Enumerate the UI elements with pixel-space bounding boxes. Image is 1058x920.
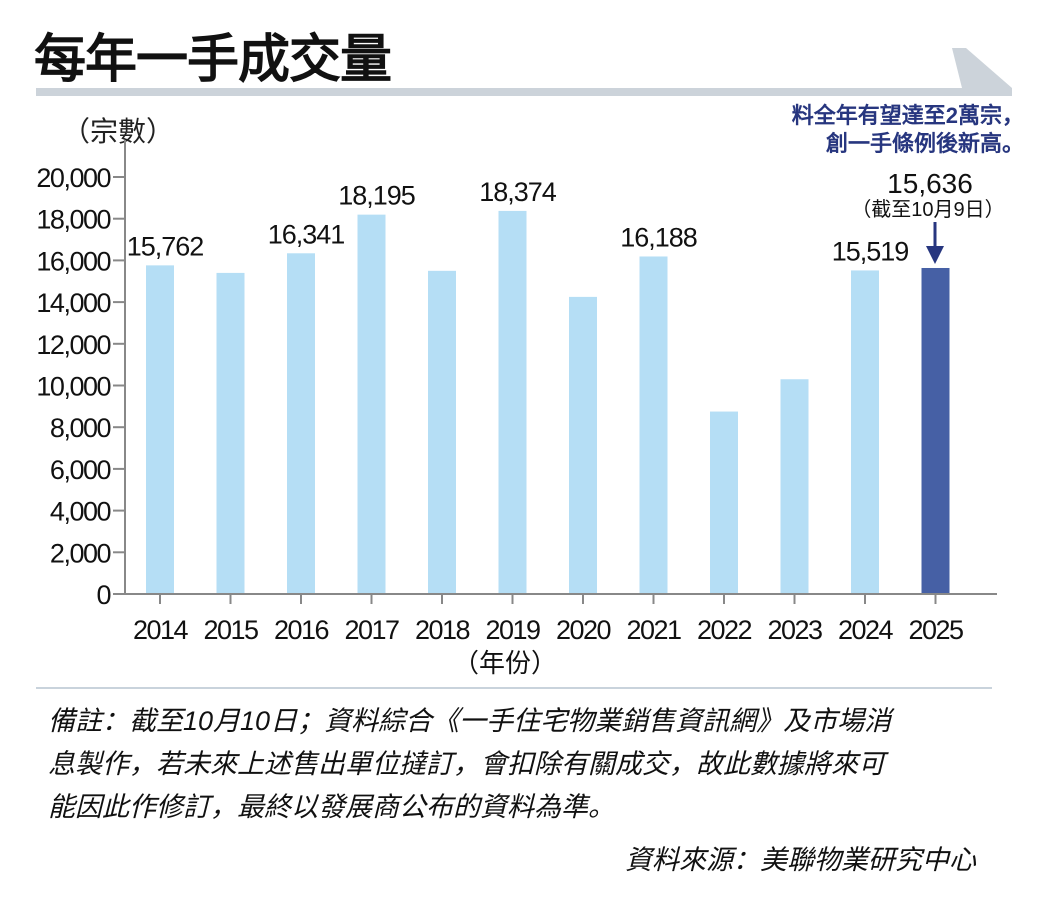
title-band-arrow — [952, 48, 1012, 96]
y-tick-label: 8,000 — [50, 413, 111, 443]
bar — [498, 210, 527, 594]
title-band-shape — [36, 88, 1010, 96]
y-tick-label: 2,000 — [50, 538, 111, 568]
title-band — [36, 48, 1012, 96]
y-tick-label: 12,000 — [36, 330, 110, 360]
y-axis-ticks: 0 2,000 4,000 6,000 8,000 10,000 12,000 14,000 1… — [36, 163, 125, 610]
y-tick-label: 0 — [96, 580, 110, 610]
bar — [146, 265, 174, 594]
x-tick-label: 2014 — [133, 615, 189, 645]
x-tick-label: 2017 — [344, 615, 399, 645]
footnote-line: 備註：截至10月10日；資料綜合《一手住宅物業銷售資訊網》及市場消 — [48, 706, 892, 736]
x-tick-label: 2024 — [838, 615, 894, 645]
data-label: 18,195 — [338, 181, 415, 211]
bar-chart: 0 2,000 4,000 6,000 8,000 10,000 12,000 14,000 1… — [36, 140, 1005, 678]
forecast-annotation: 料全年有望達至2萬宗， 創一手條例後新高。 — [792, 102, 1024, 158]
x-tick-label: 2018 — [415, 615, 470, 645]
y-tick-label: 14,000 — [36, 288, 110, 318]
bar-highlight — [921, 267, 950, 594]
highlight-value-label: 15,636 — [887, 168, 973, 199]
source-credit: 資料來源：美聯物業研究中心 — [625, 845, 976, 875]
data-labels: 15,762 16,341 18,195 18,374 16,188 15,519 — [127, 177, 910, 267]
y-axis-unit-label: （宗數） — [62, 116, 175, 147]
x-tick-label: 2023 — [767, 615, 822, 645]
x-tick-label: 2015 — [203, 615, 258, 645]
footnote: 備註：截至10月10日；資料綜合《一手住宅物業銷售資訊網》及市場消 息製作，若未… — [48, 700, 998, 829]
bar — [357, 214, 386, 594]
y-tick-label: 10,000 — [36, 372, 110, 402]
footnote-line: 息製作，若未來上述售出單位撻訂，會扣除有關成交，故此數據將來可 — [48, 749, 885, 779]
y-tick-label: 4,000 — [50, 497, 111, 527]
bar — [569, 296, 597, 594]
bar — [428, 270, 456, 594]
y-tick-label: 20,000 — [36, 163, 110, 193]
highlight-date-label: （截至10月9日） — [851, 198, 1004, 221]
y-tick-label: 18,000 — [36, 205, 110, 235]
data-label: 15,762 — [127, 231, 204, 261]
annotation-line-1: 料全年有望達至2萬宗， — [791, 103, 1024, 128]
x-tick-label: 2019 — [485, 615, 540, 645]
bar — [851, 270, 879, 594]
x-tick-label: 2020 — [556, 615, 611, 645]
x-tick-label: 2025 — [908, 615, 963, 645]
annotation-line-2: 創一手條例後新高。 — [825, 131, 1024, 156]
data-label: 16,188 — [620, 222, 697, 252]
divider — [36, 687, 992, 689]
bar — [780, 379, 809, 594]
arrow-down-icon — [926, 222, 944, 264]
bar — [639, 256, 668, 594]
x-axis-ticks: 2014 2015 2016 2017 2018 2019 2020 2021 2022 2023… — [133, 594, 965, 645]
y-tick-label: 16,000 — [36, 246, 110, 276]
footnote-line: 能因此作修訂，最終以發展商公布的資料為準。 — [48, 792, 615, 822]
y-tick-label: 6,000 — [50, 455, 111, 485]
page-title: 每年一手成交量 — [34, 31, 392, 89]
bar — [216, 272, 245, 594]
data-label: 15,519 — [832, 236, 909, 266]
bar — [287, 253, 315, 594]
bars — [146, 210, 950, 594]
x-tick-label: 2022 — [697, 615, 752, 645]
data-label: 16,341 — [268, 219, 345, 249]
x-axis-title: （年份） — [453, 648, 557, 678]
x-tick-label: 2021 — [626, 615, 681, 645]
x-tick-label: 2016 — [274, 615, 329, 645]
bar — [710, 411, 738, 594]
data-label: 18,374 — [479, 177, 557, 207]
